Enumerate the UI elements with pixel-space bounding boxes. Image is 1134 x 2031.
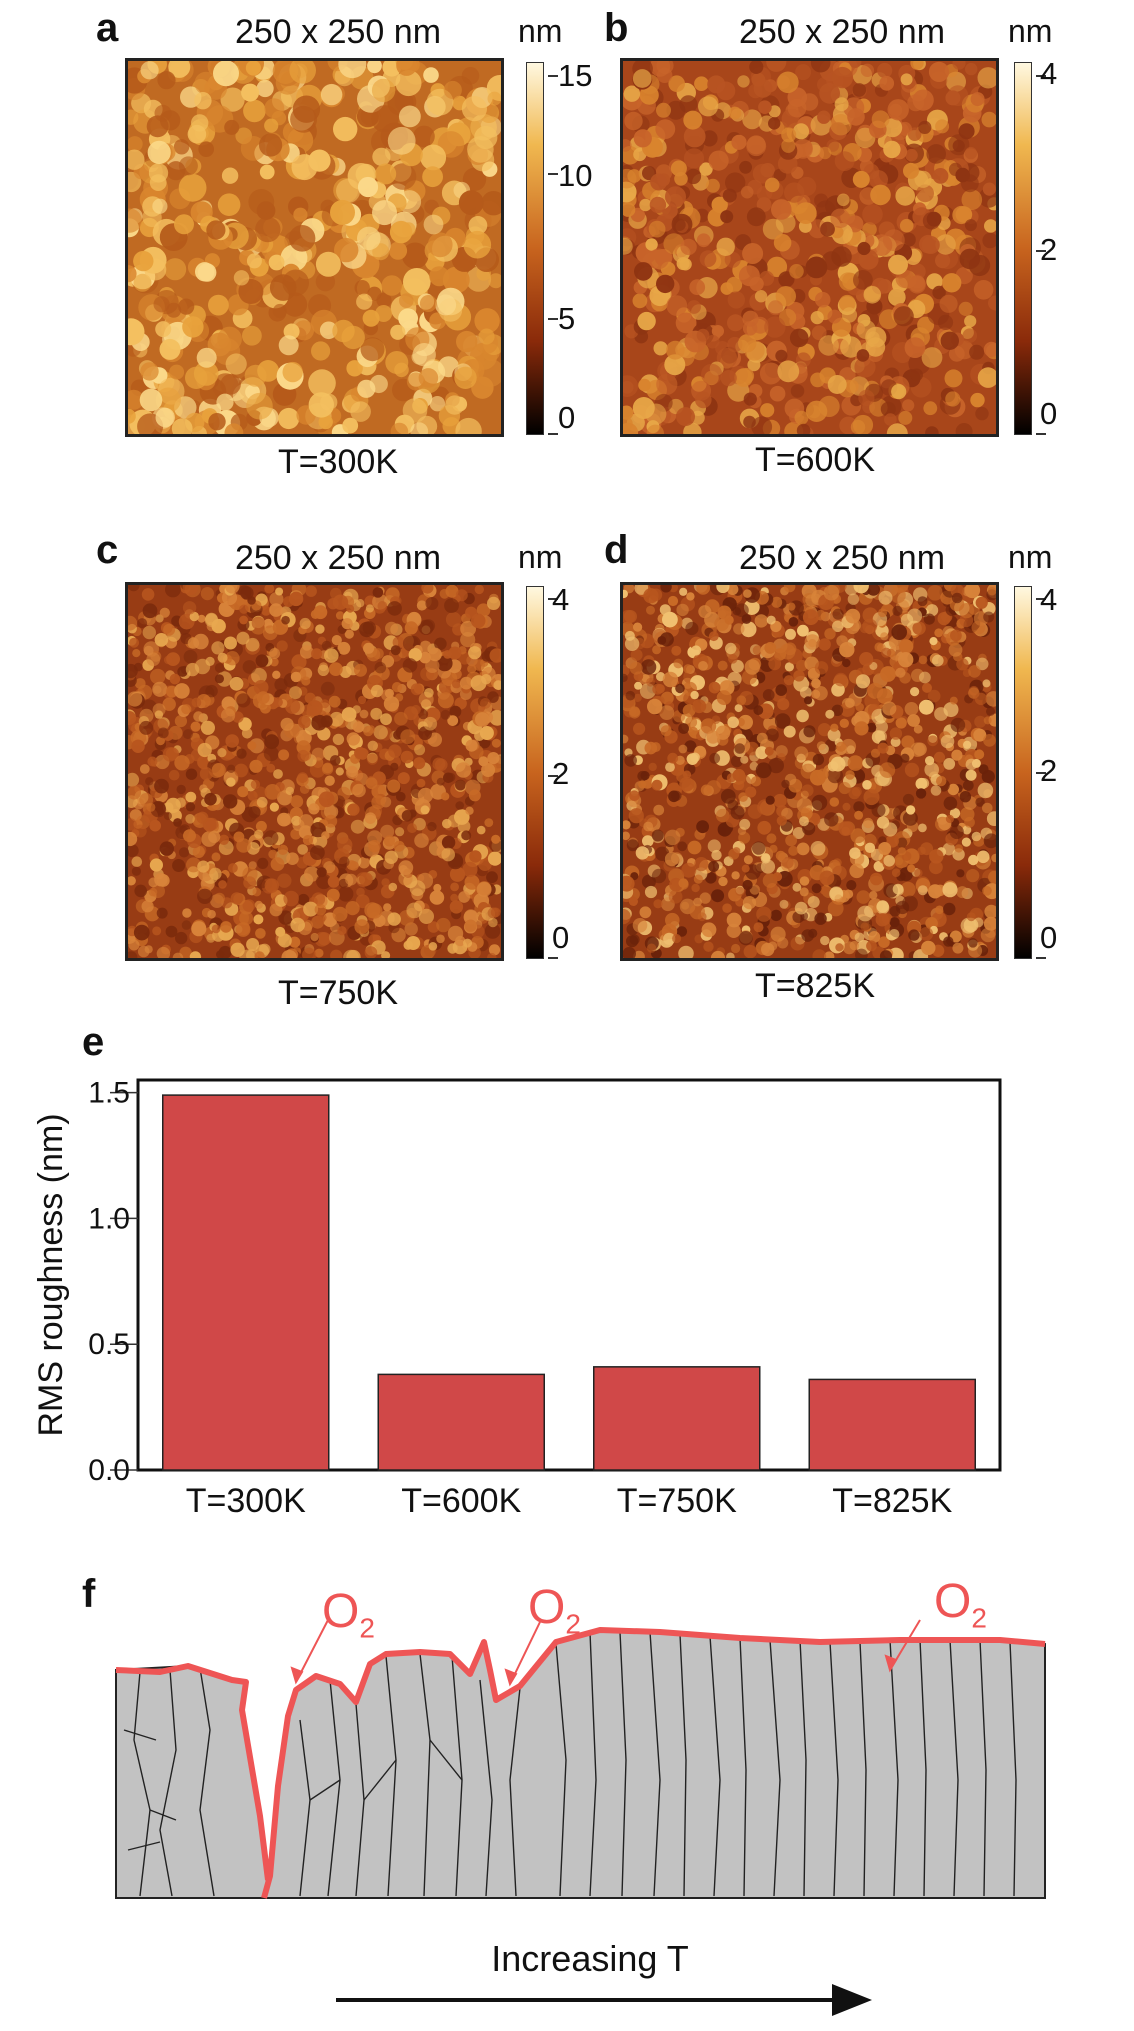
oxide-layer [115,1627,1046,1899]
panel-a-title: 250 x 250 nm [234,13,442,51]
y-tick-label: 0.0 [88,1454,130,1487]
panel-label-b: b [604,6,629,50]
colorbar-d-tick: 4 [1040,582,1058,617]
panel-label-f: f [82,1572,96,1616]
colorbar-a-tick: 10 [558,158,593,193]
x-tick-label: T=750K [617,1482,737,1520]
o2-label-3: O2 [934,1575,987,1634]
panel-d-title: 250 x 250 nm [738,539,946,577]
y-tick-label: 0.5 [88,1328,130,1361]
colorbar-b-tick: 0 [1040,396,1058,431]
afm-image-a [125,58,504,437]
afm-image-d [620,582,999,961]
bar-T=750K [593,1366,761,1471]
film-body-right [262,1628,1046,1899]
colorbar-b-tick: 4 [1040,56,1058,91]
colorbar-a-tick: 15 [558,58,593,93]
colorbar-a-tick: 0 [558,400,576,435]
colorbar-d [1014,586,1032,959]
colorbar-c [526,586,544,959]
panel-d-caption: T=825K [754,967,876,1005]
panel-b-title: 250 x 250 nm [738,13,946,51]
colorbar-b-tick: 2 [1040,232,1058,267]
panel-c-title: 250 x 250 nm [234,539,442,577]
panel-c-caption: T=750K [277,974,399,1012]
increasing-t-arrow [336,1984,872,2016]
colorbar-c-tick: 2 [552,756,570,791]
panel-a-unit: nm [518,13,563,49]
afm-image-c [125,582,504,961]
o2-label-2: O2 [528,1581,581,1640]
colorbar-c-tick: 0 [552,920,570,955]
colorbar-d-tick: 2 [1040,753,1058,788]
x-tick-label: T=300K [186,1482,306,1520]
bar-T=825K [808,1378,976,1471]
y-axis-label: RMS roughness (nm) [32,1113,70,1436]
y-tick-label: 1.0 [88,1202,130,1235]
panel-b-unit: nm [1008,13,1053,49]
panel-a-caption: T=300K [277,443,399,481]
panel-b-caption: T=600K [754,441,876,479]
panel-label-d: d [604,528,629,572]
panel-label-a: a [96,6,119,50]
o2-arrows [290,1619,921,1687]
colorbar-b [1014,62,1032,435]
panel-d-unit: nm [1008,539,1053,575]
x-tick-label: T=600K [401,1482,521,1520]
film-schematic [115,1619,1046,1899]
grain-boundaries [123,1631,1017,1897]
o2-label-1: O2 [322,1585,375,1644]
panel-label-c: c [96,528,119,572]
panel-c-unit: nm [518,539,563,575]
x-tick-label: T=825K [832,1482,952,1520]
bar-T=600K [377,1373,545,1471]
bar-T=300K [162,1094,330,1471]
increasing-t-label: Increasing T [491,1938,689,1979]
chart-frame [136,1078,1002,1472]
colorbar-a [526,62,544,435]
colorbar-a-tick: 5 [558,301,576,336]
afm-image-b [620,58,999,437]
y-tick-label: 1.5 [88,1077,130,1110]
panel-label-e: e [82,1020,105,1064]
colorbar-d-tick: 0 [1040,920,1058,955]
colorbar-c-tick: 4 [552,582,570,617]
